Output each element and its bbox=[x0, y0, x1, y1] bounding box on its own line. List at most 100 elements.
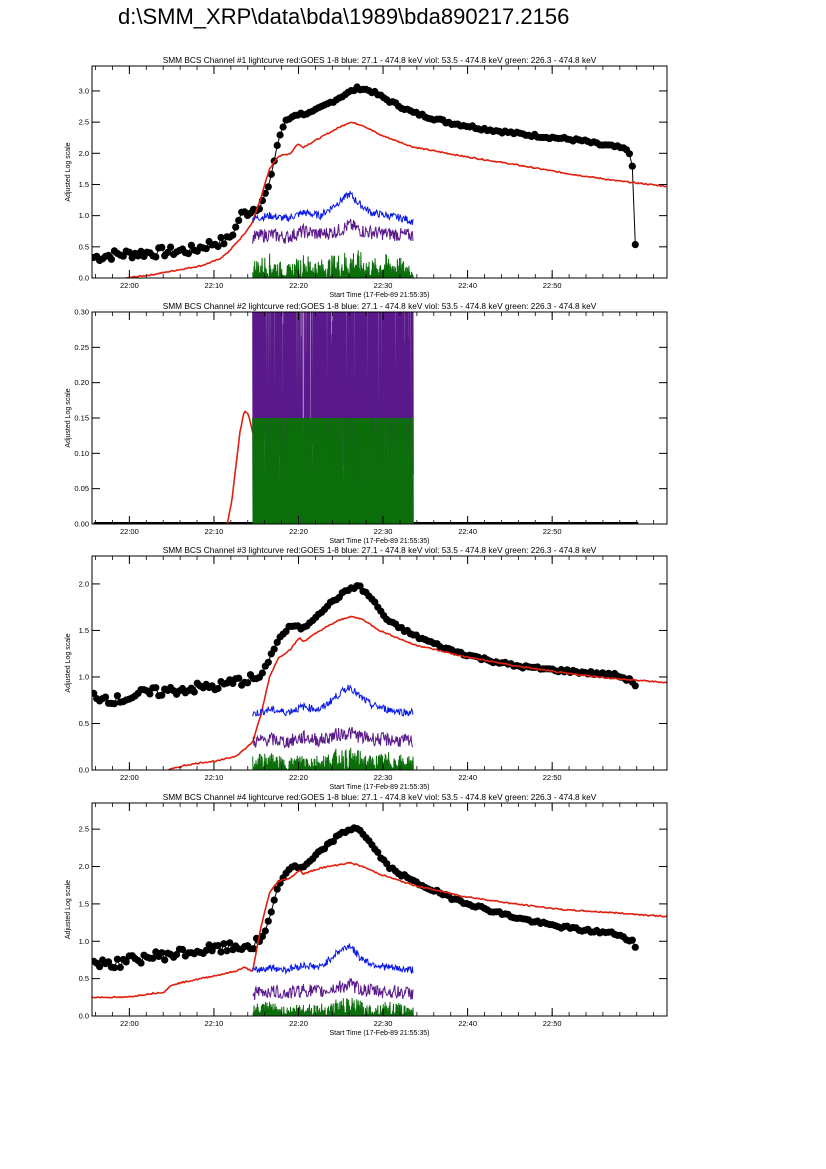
bcs-point bbox=[628, 162, 636, 170]
bcs-point bbox=[202, 245, 210, 253]
x-tick-label: 22:00 bbox=[120, 1019, 139, 1028]
x-axis-label: Start Time (17-Feb-89 21:55:35) bbox=[330, 784, 430, 791]
x-tick-label: 22:40 bbox=[458, 773, 477, 782]
page-title: d:\SMM_XRP\data\bda\1989\bda890217.2156 bbox=[118, 4, 570, 29]
bcs-point bbox=[113, 955, 121, 963]
y-tick-label: 0.0 bbox=[79, 766, 89, 775]
bcs-point bbox=[267, 170, 275, 178]
y-tick-label: 0.05 bbox=[74, 484, 89, 493]
green-trace bbox=[252, 250, 414, 278]
x-tick-label: 22:50 bbox=[543, 1019, 562, 1028]
plot-area bbox=[92, 582, 667, 770]
x-tick-label: 22:20 bbox=[289, 1019, 308, 1028]
x-tick-label: 22:30 bbox=[374, 527, 393, 536]
x-tick-label: 22:40 bbox=[458, 281, 477, 290]
plot-area bbox=[93, 312, 639, 524]
bcs-point bbox=[152, 253, 160, 261]
chart-title: SMM BCS Channel #2 lightcurve red:GOES 1… bbox=[163, 301, 597, 311]
viol-band bbox=[252, 312, 414, 418]
bcs-point bbox=[137, 959, 145, 967]
bcs-point bbox=[276, 131, 284, 139]
bcs-point bbox=[374, 848, 382, 856]
x-tick-label: 22:00 bbox=[120, 527, 139, 536]
y-tick-label: 0.5 bbox=[79, 974, 89, 983]
y-tick-label: 1.0 bbox=[79, 211, 89, 220]
bcs-point bbox=[264, 183, 272, 191]
bcs-point bbox=[258, 669, 266, 677]
plot-area bbox=[92, 83, 667, 278]
x-tick-label: 22:30 bbox=[374, 773, 393, 782]
series-bcs bbox=[92, 83, 639, 265]
bcs-point bbox=[214, 942, 222, 950]
bcs-point bbox=[628, 936, 636, 944]
chart-title: SMM BCS Channel #3 lightcurve red:GOES 1… bbox=[163, 545, 597, 555]
goes-line bbox=[125, 121, 667, 278]
x-tick-label: 22:20 bbox=[289, 281, 308, 290]
y-tick-label: 1.5 bbox=[79, 180, 89, 189]
x-tick-label: 22:50 bbox=[543, 281, 562, 290]
bcs-point bbox=[229, 231, 237, 239]
goes-line bbox=[167, 615, 667, 770]
y-tick-label: 0.20 bbox=[74, 378, 89, 387]
bcs-point bbox=[158, 691, 166, 699]
series-goes bbox=[92, 861, 667, 999]
plot-area bbox=[92, 824, 667, 1016]
bcs-point bbox=[631, 241, 639, 249]
y-tick-label: 1.0 bbox=[79, 672, 89, 681]
x-axis-label: Start Time (17-Feb-89 21:55:35) bbox=[330, 538, 430, 545]
viol-trace bbox=[252, 218, 414, 244]
x-tick-label: 22:40 bbox=[458, 1019, 477, 1028]
series-blue bbox=[252, 943, 414, 975]
series-viol bbox=[252, 977, 414, 1000]
blue-trace bbox=[252, 684, 414, 717]
chart-title: SMM BCS Channel #1 lightcurve red:GOES 1… bbox=[163, 55, 597, 65]
bcs-point bbox=[178, 945, 187, 954]
bcs-point bbox=[270, 896, 278, 904]
green-band bbox=[252, 418, 414, 524]
y-tick-label: 0.25 bbox=[74, 343, 89, 352]
chart-panel-3: 22:00 22:10 22:20 22:30 22:40 22:50 0.0 0.5 1.0 1… bbox=[65, 545, 668, 791]
bcs-point bbox=[226, 939, 234, 947]
bcs-point bbox=[329, 837, 337, 846]
bcs-point bbox=[244, 679, 252, 687]
bcs-point bbox=[173, 950, 181, 959]
y-tick-label: 0.30 bbox=[74, 308, 89, 317]
bcs-line bbox=[93, 86, 636, 262]
y-tick-label: 1.0 bbox=[79, 937, 89, 946]
bcs-point bbox=[267, 908, 275, 916]
plot-frame bbox=[91, 555, 668, 771]
x-tick-label: 22:50 bbox=[543, 527, 562, 536]
bcs-point bbox=[107, 255, 115, 263]
bcs-line bbox=[93, 585, 636, 705]
bcs-point bbox=[235, 674, 243, 682]
x-axis-label: Start Time (17-Feb-89 21:55:35) bbox=[330, 1030, 430, 1037]
plot-frame bbox=[91, 65, 668, 279]
bcs-point bbox=[270, 645, 278, 653]
bcs-point bbox=[125, 248, 133, 256]
y-tick-label: 0.0 bbox=[79, 1012, 89, 1021]
series-blue bbox=[252, 190, 414, 226]
series-goes bbox=[125, 121, 667, 278]
bcs-point bbox=[235, 216, 243, 224]
bcs-point bbox=[104, 958, 113, 966]
x-tick-label: 22:00 bbox=[120, 281, 139, 290]
series-viol bbox=[252, 312, 414, 524]
y-tick-label: 0.5 bbox=[79, 719, 89, 728]
bcs-point bbox=[356, 582, 364, 590]
x-tick-label: 22:20 bbox=[289, 773, 308, 782]
chart-panel-4: 22:00 22:10 22:20 22:30 22:40 22:50 0.0 0.5 1.0 1… bbox=[65, 792, 668, 1037]
y-tick-label: 2.0 bbox=[79, 579, 89, 588]
chart-panel-2: 22:00 22:10 22:20 22:30 22:40 22:50 0.00 0.05 0.… bbox=[65, 301, 668, 545]
viol-trace bbox=[252, 977, 414, 1000]
series-green bbox=[252, 747, 414, 770]
bcs-point bbox=[110, 700, 118, 708]
bcs-point bbox=[152, 684, 160, 692]
x-axis-label: Start Time (17-Feb-89 21:55:35) bbox=[330, 292, 430, 299]
x-tick-label: 22:20 bbox=[289, 527, 308, 536]
series-bcs bbox=[92, 582, 639, 708]
bcs-point bbox=[220, 940, 228, 948]
bcs-point bbox=[273, 885, 281, 893]
series-green bbox=[252, 417, 414, 524]
bcs-point bbox=[167, 243, 175, 251]
y-tick-label: 2.5 bbox=[79, 118, 89, 127]
